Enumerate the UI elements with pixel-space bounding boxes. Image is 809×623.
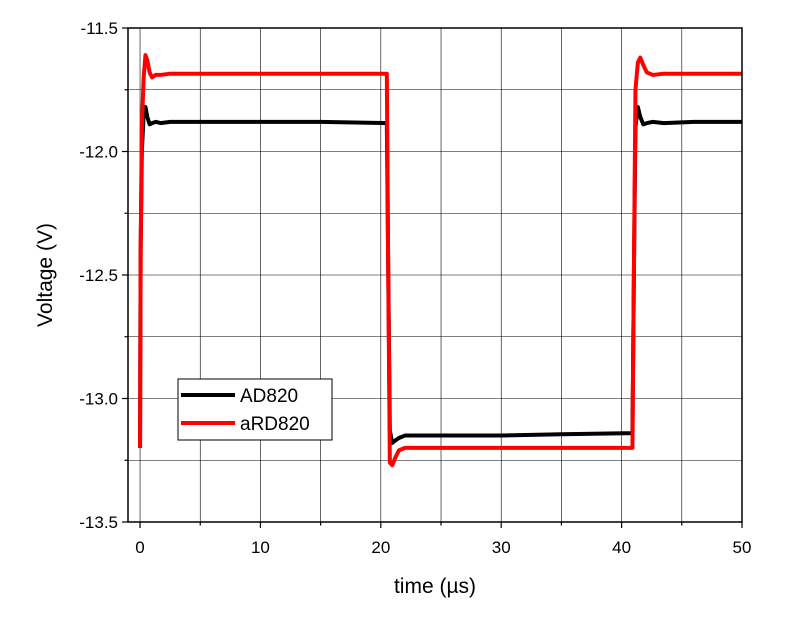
x-axis-title: time (µs) [394, 575, 476, 598]
y-tick-label: -12.5 [79, 266, 118, 285]
series-line-ad820 [138, 105, 742, 448]
legend-box [177, 378, 333, 441]
legend-label-ad820: AD820 [240, 386, 298, 407]
y-tick-label: -11.5 [81, 19, 119, 38]
x-tick-label: 40 [612, 538, 631, 557]
series-layer [138, 53, 742, 468]
legend: AD820 aRD820 [177, 378, 333, 441]
legend-label-ard820: aRD820 [240, 414, 310, 435]
x-tick-label: 30 [492, 538, 511, 557]
y-tick-label: -13.0 [79, 390, 118, 409]
x-tick-label: 20 [371, 538, 390, 557]
x-tick-label: 0 [135, 538, 144, 557]
x-tick-label: 10 [251, 538, 270, 557]
series-line-ard820 [138, 53, 742, 468]
y-tick-label: -13.5 [79, 513, 118, 532]
axis-ticks: 0 10 20 30 40 50 -13.5 -13.0 -12.5 -12.0 -11.5 [79, 19, 751, 557]
x-tick-label: 50 [733, 538, 752, 557]
y-tick-label: -12.0 [79, 143, 118, 162]
y-axis-title: Voltage (V) [34, 223, 57, 327]
